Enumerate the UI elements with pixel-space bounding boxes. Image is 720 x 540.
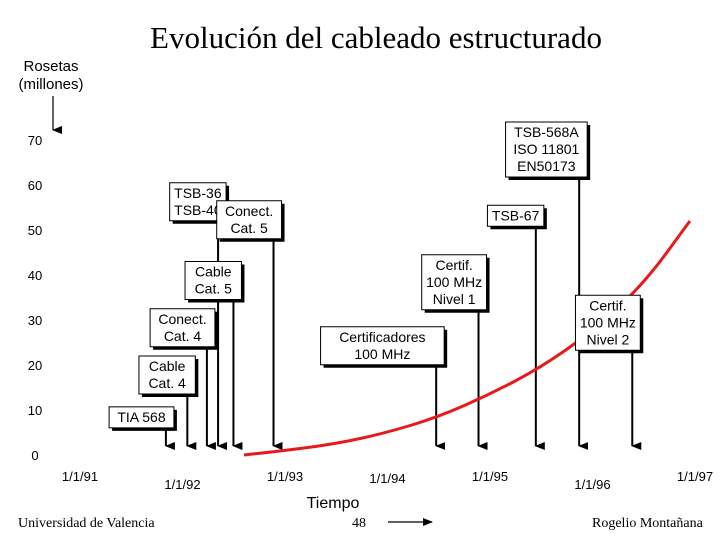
annotation-text: TSB-40 [174,202,222,218]
footer-right: Rogelio Montañana [592,516,703,531]
y-tick-label: 20 [28,358,42,373]
annotation-box [184,261,242,300]
annotation-text: Certificadores [339,329,425,345]
annotation-text: Certif. [435,257,472,273]
annotation-text: Certif. [589,297,626,313]
annotation-text: TSB-36 [174,185,222,201]
chart-title: Evolución del cableado estructurado [150,20,602,55]
footer-left: Universidad de Valencia [18,516,155,531]
annotation-text: Cable [195,264,232,280]
annotation-text: TSB-568A [514,124,579,140]
annotation-text: Conect. [158,311,206,327]
growth-curve [243,220,692,457]
annotation-box [108,406,175,429]
annotation-text: Nivel 2 [586,331,629,347]
annotation-text: Conect. [225,203,273,219]
annotation-text: ISO 11801 [513,141,579,157]
annotation-box [138,355,196,395]
x-tick-label: 1/1/93 [267,469,303,484]
annotation-text: Cat. 5 [195,281,233,297]
annotation-text: Cat. 4 [164,328,202,344]
annotation-text: 100 MHz [426,274,482,290]
annotation-box [320,326,445,366]
x-axis-label: Tiempo [307,495,360,512]
annotation-text: 100 MHz [580,314,636,330]
x-tick-label: 1/1/95 [472,469,508,484]
annotation-text: TIA 568 [117,409,165,425]
annotation-box [216,200,283,240]
footer-page-number: 48 [352,516,366,531]
y-tick-label: 0 [31,448,38,463]
annotation-text: Nivel 1 [433,291,476,307]
annotation-box [505,121,588,178]
y-tick-label: 10 [28,403,42,418]
y-axis-label-line-1: Rosetas [23,58,79,75]
y-tick-label: 50 [28,223,42,238]
y-tick-label: 60 [28,178,42,193]
annotation-text: 100 MHz [354,346,410,362]
y-axis-label: Rosetas (millones) [6,58,96,94]
x-tick-label: 1/1/94 [369,471,405,486]
annotation-box [486,204,545,227]
annotation-text: Cat. 5 [230,220,268,236]
annotation-box [421,254,488,311]
y-tick-label: 40 [28,268,42,283]
x-tick-label: 1/1/91 [62,469,98,484]
x-tick-label: 1/1/92 [164,477,200,492]
annotation-text: Cat. 4 [148,375,186,391]
annotation-text: TSB-67 [492,207,540,223]
x-tick-label: 1/1/96 [574,477,610,492]
x-tick-label: 1/1/97 [677,469,713,484]
annotation-text: Cable [149,358,186,374]
y-tick-label: 30 [28,313,42,328]
annotation-box [574,294,641,351]
annotation-box [149,308,216,348]
y-axis-label-line-2: (millones) [18,76,84,93]
annotation-text: EN50173 [517,158,576,174]
y-tick-label: 70 [28,133,42,148]
